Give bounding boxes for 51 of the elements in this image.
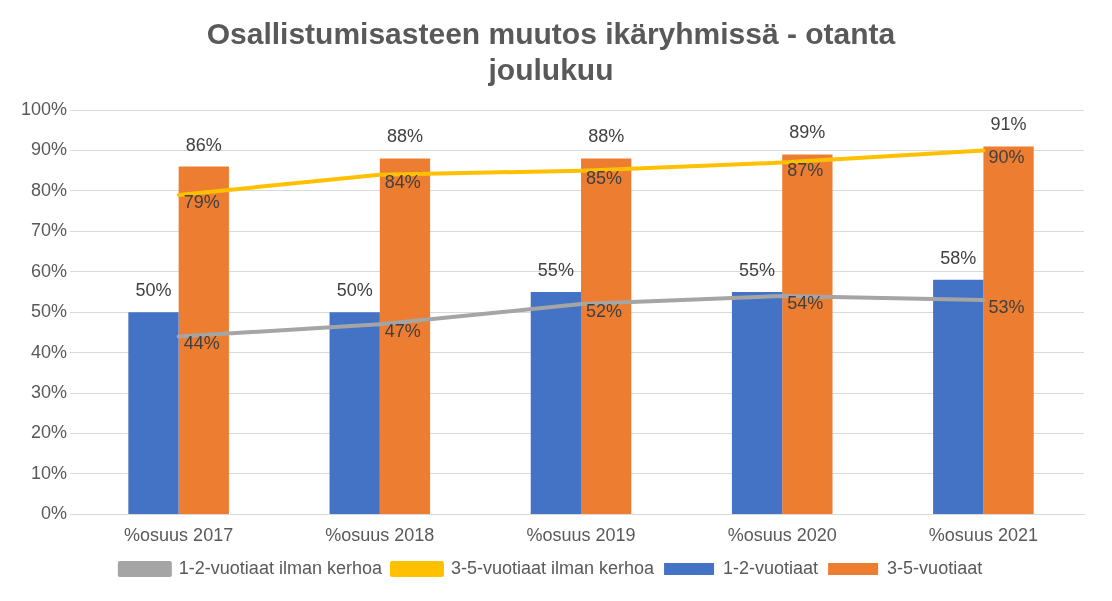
data-label: 47% (384, 321, 421, 342)
x-tick-label: %osuus 2021 (928, 525, 1038, 546)
x-tick-label: %osuus 2017 (124, 525, 234, 546)
bar (178, 166, 229, 514)
y-tick-label: 90% (31, 139, 68, 160)
y-tick-label: 0% (41, 503, 68, 524)
bar (329, 312, 380, 514)
legend-label: 1-2-vuotiaat (723, 557, 819, 578)
data-label: 85% (586, 167, 623, 188)
data-label: 79% (183, 191, 220, 212)
legend-label: 3-5-vuotiaat ilman kerhoa (450, 557, 656, 578)
data-label: 86% (185, 134, 222, 155)
y-tick-label: 60% (31, 260, 68, 281)
data-label: 87% (787, 159, 824, 180)
x-tick-label: %osuus 2020 (727, 525, 837, 546)
data-label: 89% (789, 122, 826, 143)
bar (933, 279, 984, 514)
y-tick-label: 10% (31, 462, 68, 483)
data-label: 84% (384, 171, 421, 192)
y-tick-label: 70% (31, 220, 68, 241)
data-label: 90% (988, 147, 1025, 168)
data-label: 55% (739, 259, 776, 280)
y-tick-label: 100% (20, 98, 68, 119)
legend-label: 3-5-vuotiaat (887, 557, 983, 578)
bar (379, 158, 431, 514)
x-tick-label: %osuus 2018 (325, 525, 435, 546)
data-label: 58% (940, 247, 977, 268)
legend-label: 1-2-vuotiaat ilman kerhoa (178, 557, 383, 578)
y-tick-label: 30% (31, 382, 68, 403)
bar (983, 146, 1034, 514)
bar (782, 154, 833, 514)
data-label: 44% (183, 333, 220, 354)
data-label: 91% (990, 114, 1027, 135)
data-label: 53% (988, 297, 1025, 318)
data-label: 52% (586, 301, 623, 322)
data-label: 88% (588, 126, 625, 147)
data-label: 88% (386, 126, 423, 147)
data-label: 55% (537, 259, 574, 280)
data-label: 50% (135, 280, 172, 301)
bar (530, 291, 582, 514)
y-tick-label: 80% (31, 179, 68, 200)
data-label: 50% (336, 280, 373, 301)
chart-title: Osallistumisasteen muutos ikäryhmissä - otanta joulukuu (206, 17, 896, 87)
y-tick-label: 50% (31, 301, 68, 322)
y-tick-label: 20% (31, 422, 68, 443)
bar (128, 312, 179, 514)
x-tick-label: %osuus 2019 (526, 525, 636, 546)
y-tick-label: 40% (31, 341, 68, 362)
bar (731, 291, 783, 514)
bar (581, 158, 632, 514)
data-label: 54% (787, 292, 824, 313)
